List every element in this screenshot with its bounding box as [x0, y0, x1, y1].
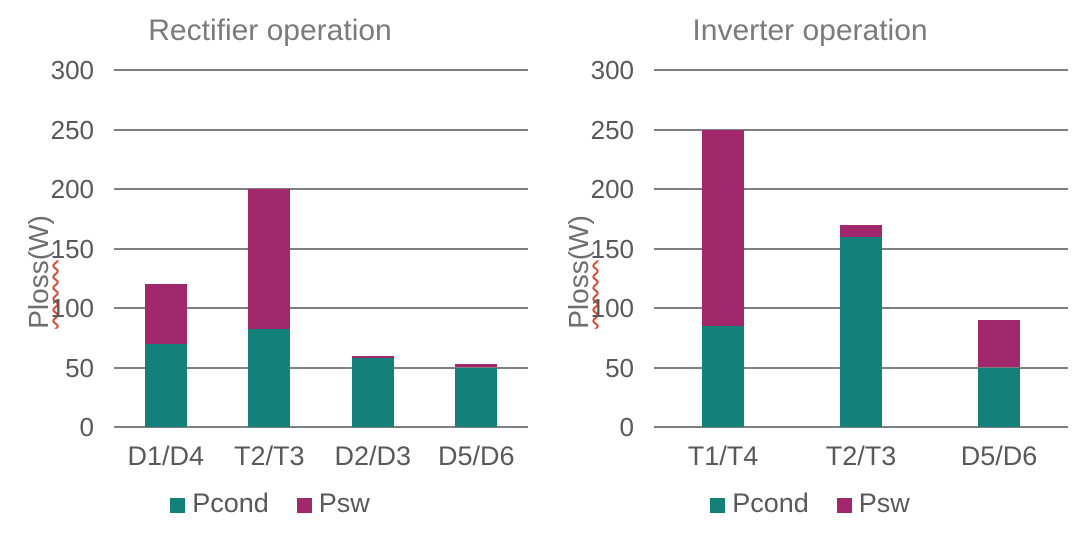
x-category-label-T2-T3: T2/T3: [825, 441, 897, 471]
bar-D1-D4-pcond: [144, 343, 187, 427]
gridline-100: [114, 307, 528, 309]
legend-swatch-pcond: [170, 497, 186, 513]
x-category-label-T1-T4: T1/T4: [687, 441, 759, 471]
legend-item-psw: Psw: [836, 488, 910, 519]
gridline-250: [654, 128, 1068, 131]
bar-D2-D3-psw: [351, 355, 394, 358]
legend-swatch-psw: [296, 497, 312, 513]
legend-label: Psw: [318, 488, 370, 518]
bar-D5-D6-psw: [455, 363, 498, 368]
x-category-label-D2-D3: D2/D3: [334, 441, 412, 471]
bar-T2-T3-psw: [840, 224, 882, 237]
y-tick-label-200: 200: [50, 174, 94, 204]
bar-T2-T3-psw: [248, 189, 291, 330]
legend: Pcond Psw: [0, 488, 540, 519]
rectifier-operation-chart: Rectifier operation Ploss(W) Pcond Psw 30…: [0, 14, 540, 519]
y-tick-label-300: 300: [590, 55, 634, 85]
bar-T2-T3-pcond: [248, 329, 291, 427]
chart-title: Rectifier operation: [148, 14, 392, 47]
legend-item-pcond: Pcond: [170, 488, 269, 519]
x-category-label-T2-T3: T2/T3: [233, 441, 305, 471]
bar-T1-T4-pcond: [702, 325, 744, 427]
legend-label: Pcond: [192, 488, 269, 518]
gridline-50: [114, 366, 528, 369]
gridline-300: [114, 69, 528, 71]
y-tick-label-300: 300: [50, 55, 94, 85]
bar-D2-D3-pcond: [351, 357, 394, 427]
gridline-200: [114, 188, 528, 190]
gridline-200: [654, 188, 1068, 190]
chart-title: Inverter operation: [692, 14, 928, 47]
x-category-label-D5-D6: D5/D6: [960, 441, 1038, 471]
x-category-label-D5-D6: D5/D6: [437, 441, 515, 471]
y-tick-label-100: 100: [590, 293, 634, 323]
gridline-300: [654, 69, 1068, 71]
legend-label: Psw: [858, 488, 910, 518]
gridline-250: [114, 128, 528, 131]
y-tick-label-150: 150: [50, 233, 94, 264]
legend-item-pcond: Pcond: [710, 488, 809, 519]
bar-T2-T3-pcond: [840, 236, 882, 427]
bar-T1-T4-psw: [702, 129, 744, 326]
y-tick-label-50: 50: [65, 352, 94, 383]
y-tick-label-250: 250: [50, 114, 94, 145]
gridline-0: [654, 426, 1068, 428]
legend-swatch-pcond: [710, 497, 726, 513]
bar-D5-D6-pcond: [978, 367, 1020, 427]
legend-swatch-psw: [836, 497, 852, 513]
x-category-label-D1-D4: D1/D4: [127, 441, 205, 471]
legend: Pcond Psw: [540, 488, 1080, 519]
y-tick-label-150: 150: [590, 233, 634, 264]
inverter-operation-chart: Inverter operation Ploss(W) Pcond Psw 300…: [540, 0, 1080, 537]
legend-item-psw: Psw: [296, 488, 370, 519]
y-tick-label-0: 0: [619, 412, 634, 442]
y-tick-label-100: 100: [50, 293, 94, 323]
y-tick-label-250: 250: [590, 114, 634, 145]
y-tick-label-0: 0: [79, 412, 94, 442]
bar-D5-D6-pcond: [455, 367, 498, 427]
gridline-0: [114, 426, 528, 428]
y-tick-label-200: 200: [590, 174, 634, 204]
gridline-150: [114, 247, 528, 250]
bar-D5-D6-psw: [978, 319, 1020, 368]
bar-D1-D4-psw: [144, 284, 187, 344]
legend-label: Pcond: [732, 488, 809, 518]
y-tick-label-50: 50: [605, 352, 634, 383]
